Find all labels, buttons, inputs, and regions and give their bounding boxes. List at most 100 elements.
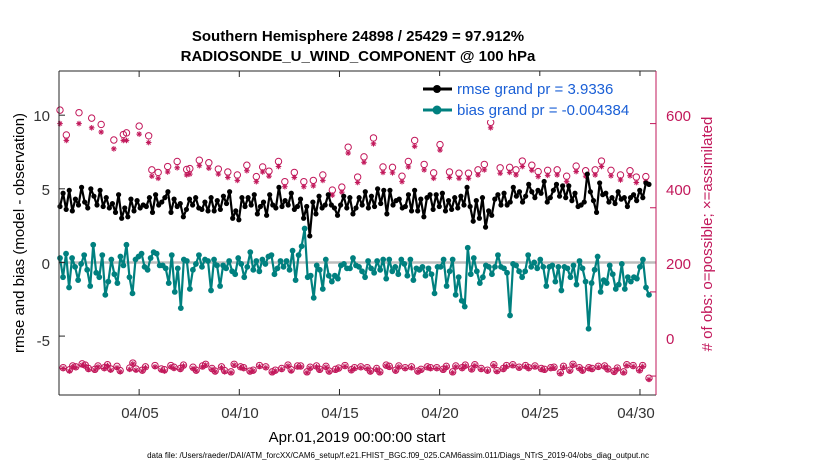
rmse-point	[501, 190, 507, 196]
bias-point	[57, 255, 63, 261]
bias-point	[634, 275, 640, 282]
obs-assimilated-point	[614, 366, 621, 372]
bias-point	[190, 266, 196, 273]
rmse-point	[482, 224, 489, 230]
rmse-point	[523, 193, 529, 199]
rmse-point	[495, 192, 501, 198]
obs-assimilated-point	[620, 369, 627, 376]
rmse-point	[88, 186, 94, 192]
rmse-point	[227, 189, 233, 195]
obs-assimilated-point	[519, 163, 526, 170]
bias-point	[528, 263, 535, 270]
obs-assimilated-point	[557, 370, 564, 377]
rmse-point	[563, 195, 569, 201]
rmse-point	[467, 203, 473, 210]
rmse-point	[134, 198, 140, 204]
bias-point	[612, 286, 619, 292]
bias-point	[99, 252, 106, 258]
rmse-point	[593, 209, 600, 215]
obs-assimilated-point	[95, 364, 101, 370]
bias-point	[567, 274, 574, 281]
obs-assimilated-point	[114, 364, 120, 371]
rmse-point	[526, 181, 532, 187]
rmse-point	[350, 211, 356, 217]
obs-assimilated-point	[275, 163, 282, 170]
obs-assimilated-point	[497, 170, 503, 177]
rmse-point	[69, 208, 75, 214]
x-tick-label: 04/15	[321, 405, 359, 422]
rmse-point	[338, 202, 344, 208]
rmse-point	[159, 199, 165, 205]
rmse-point	[492, 196, 498, 202]
obs-assimilated-point	[339, 189, 345, 195]
obs-assimilated-point	[570, 362, 576, 368]
obs-assimilated-point	[310, 183, 317, 189]
obs-assimilated-point	[491, 362, 497, 369]
obs-possible-point	[87, 114, 96, 122]
obs-assimilated-point	[250, 368, 256, 374]
bias-point	[431, 290, 438, 297]
obs-assimilated-point	[449, 369, 456, 376]
bias-point	[162, 265, 169, 272]
bias-point	[519, 274, 526, 281]
rmse-point	[190, 202, 196, 208]
obs-assimilated-point	[510, 362, 516, 369]
obs-assimilated-point	[646, 376, 652, 383]
rmse-point	[408, 208, 415, 214]
rmse-point	[449, 206, 455, 213]
rmse-point	[112, 209, 119, 215]
obs-assimilated-point	[126, 366, 133, 373]
rmse-point	[581, 199, 587, 205]
bias-point	[322, 256, 329, 263]
rmse-point	[597, 180, 603, 186]
obs-assimilated-point	[155, 175, 161, 182]
bias-point	[60, 274, 66, 281]
obs-assimilated-point	[256, 363, 263, 370]
bias-point	[425, 265, 432, 272]
bias-point	[422, 272, 429, 279]
bias-point	[492, 263, 498, 270]
rmse-point	[168, 209, 174, 215]
rmse-point	[220, 193, 227, 199]
bias-point	[609, 271, 616, 278]
bias-point	[105, 278, 112, 285]
obs-assimilated-point	[63, 137, 70, 144]
rmse-point	[57, 203, 63, 210]
rmse-point	[473, 198, 479, 204]
legend-bias-marker	[432, 105, 442, 115]
rmse-point	[584, 171, 590, 177]
chart-title: Southern Hemisphere 24898 / 25429 = 97.9…	[192, 28, 524, 45]
rmse-point	[371, 203, 378, 210]
y-right-tick-label: 0	[666, 331, 674, 348]
obs-assimilated-point	[307, 365, 313, 371]
rmse-point	[455, 205, 461, 211]
bias-point	[307, 272, 314, 279]
x-tick-label: 04/05	[121, 405, 159, 422]
bias-point	[211, 256, 217, 263]
rmse-point	[180, 214, 186, 220]
bias-point	[603, 280, 610, 286]
rmse-point	[304, 203, 310, 210]
bias-point	[558, 287, 565, 294]
bias-point	[398, 256, 405, 263]
rmse-point	[279, 203, 285, 210]
rmse-point	[294, 203, 301, 210]
obs-assimilated-point	[218, 364, 225, 371]
bias-point	[597, 289, 604, 295]
obs-assimilated-point	[133, 367, 139, 373]
rmse-point	[634, 198, 640, 204]
obs-assimilated-point	[516, 365, 522, 371]
bias-point	[123, 241, 130, 248]
obs-assimilated-point	[465, 175, 472, 182]
obs-assimilated-point	[427, 365, 434, 372]
bias-point	[410, 277, 417, 284]
obs-assimilated-point	[304, 369, 310, 376]
rmse-point	[630, 192, 637, 198]
rmse-point	[149, 209, 156, 215]
rmse-point	[94, 202, 100, 208]
obs-assimilated-point	[142, 364, 149, 371]
legend-rmse-marker	[433, 85, 441, 93]
bias-point	[186, 286, 193, 292]
rmse-point	[313, 211, 319, 217]
bias-point	[618, 261, 625, 267]
